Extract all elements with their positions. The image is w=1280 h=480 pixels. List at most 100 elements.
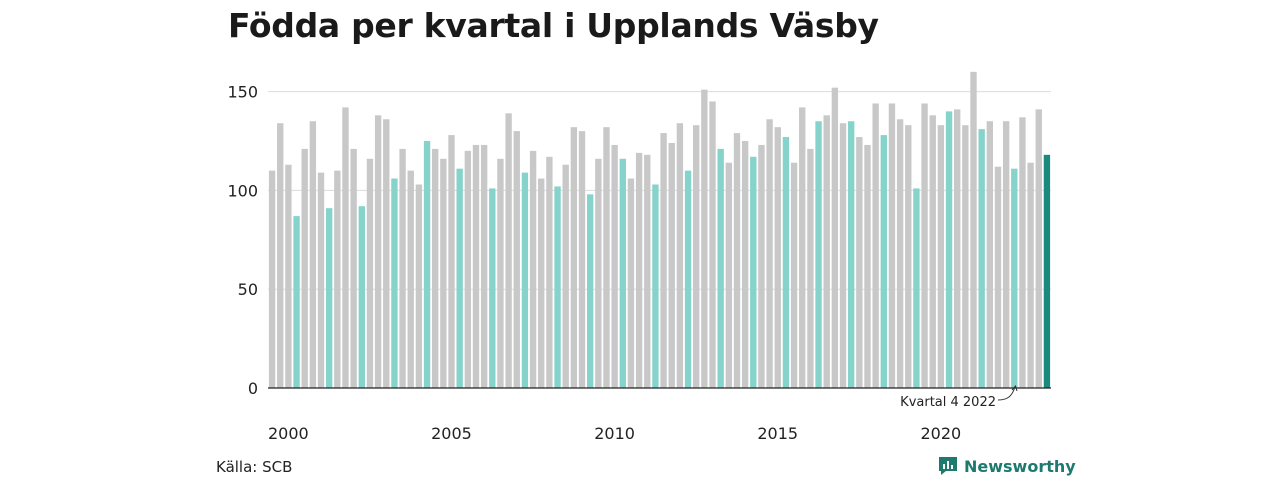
bar: [856, 137, 863, 388]
bar: [709, 101, 716, 388]
bar: [578, 131, 586, 388]
bar: [660, 133, 667, 388]
bar: [611, 144, 618, 388]
bar: [285, 164, 292, 388]
bar: [929, 115, 936, 388]
annotation-label: Kvartal 4 2022: [900, 395, 996, 410]
y-tick-label: 150: [227, 83, 258, 102]
bar: [301, 148, 308, 388]
bar: [497, 158, 504, 388]
annotation-arrowhead: [1011, 384, 1018, 392]
bar: [325, 208, 333, 388]
bar: [268, 170, 276, 388]
brand-logo: Newsworthy: [938, 456, 1076, 476]
bar: [823, 115, 830, 388]
bar: [538, 178, 545, 388]
x-tick-label: 2010: [594, 424, 635, 443]
bar: [954, 109, 961, 388]
bar: [945, 111, 953, 389]
bar: [627, 178, 635, 388]
source-label: Källa: SCB: [216, 458, 293, 476]
bar: [480, 144, 488, 388]
bar: [1002, 121, 1010, 389]
bar: [790, 162, 798, 388]
bar: [293, 216, 300, 388]
bar: [905, 125, 912, 388]
bar: [399, 148, 406, 388]
bar: [383, 119, 390, 388]
x-axis-ticks: 2000 2005 2010 2015 2020: [268, 424, 961, 443]
bar: [864, 144, 871, 388]
bar: [472, 144, 480, 388]
bar: [701, 89, 708, 389]
bar: [799, 107, 806, 388]
bar: [937, 125, 945, 388]
bar: [978, 129, 985, 388]
bar: [644, 154, 651, 388]
bar: [880, 135, 887, 388]
bar: [415, 184, 423, 388]
bar: [652, 184, 659, 388]
bar: [1035, 109, 1042, 388]
brand-name: Newsworthy: [964, 456, 1076, 476]
bar: [358, 206, 365, 388]
bar: [807, 148, 814, 388]
bar: [407, 170, 414, 388]
y-tick-label: 100: [227, 181, 258, 200]
bar: [342, 107, 349, 388]
bar: [1027, 162, 1034, 388]
newsworthy-logo-icon: [939, 457, 957, 475]
bar: [839, 123, 847, 388]
bar: [456, 168, 463, 388]
bar: [619, 158, 626, 388]
bar: [423, 141, 431, 388]
bar: [1011, 168, 1018, 388]
bar: [896, 119, 904, 388]
bar: [733, 133, 741, 388]
y-tick-label: 50: [238, 280, 258, 299]
bar: [758, 144, 765, 388]
bar: [505, 113, 512, 388]
x-tick-label: 2000: [268, 424, 309, 443]
annotation-arrow: [997, 386, 1016, 401]
x-tick-label: 2005: [431, 424, 472, 443]
bar: [872, 103, 879, 389]
bar: [831, 87, 839, 389]
bar: [391, 178, 398, 388]
bar: [562, 164, 569, 388]
bar: [774, 127, 781, 389]
bar: [432, 148, 439, 388]
bar: [717, 148, 724, 388]
bar: [529, 150, 537, 388]
bar: [448, 135, 455, 388]
bar: [750, 156, 757, 388]
chart-title: Födda per kvartal i Upplands Väsby: [228, 6, 879, 45]
bar: [888, 103, 896, 389]
x-tick-label: 2015: [757, 424, 798, 443]
bar: [725, 162, 733, 388]
bar: [635, 152, 643, 388]
bar: [603, 127, 610, 389]
bar: [277, 123, 284, 388]
bar: [521, 172, 529, 388]
bar: [350, 148, 357, 388]
bar: [546, 156, 553, 388]
bar: [684, 170, 692, 388]
bar: [676, 123, 684, 388]
bar: [554, 186, 561, 388]
bar: [986, 121, 994, 389]
bar: [570, 127, 578, 389]
bar: [334, 170, 341, 388]
bar: [782, 137, 790, 388]
bar: [668, 142, 675, 388]
bar: [513, 131, 520, 388]
bar: [1043, 154, 1051, 388]
y-tick-label: 0: [248, 379, 258, 398]
bar: [374, 115, 382, 388]
y-axis-ticks: 0 50 100 150: [227, 83, 258, 398]
bar: [693, 125, 700, 388]
bar: [741, 141, 749, 388]
x-tick-label: 2020: [921, 424, 962, 443]
bar: [847, 121, 855, 389]
